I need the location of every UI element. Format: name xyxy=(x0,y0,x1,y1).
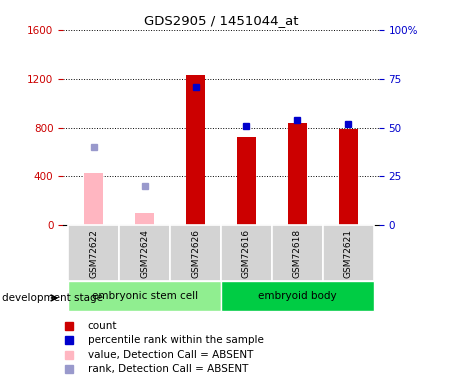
Bar xyxy=(237,137,256,225)
Text: GSM72618: GSM72618 xyxy=(293,228,302,278)
Bar xyxy=(288,123,307,225)
Title: GDS2905 / 1451044_at: GDS2905 / 1451044_at xyxy=(144,15,298,27)
Bar xyxy=(339,129,358,225)
Text: count: count xyxy=(88,321,117,331)
Text: GSM72624: GSM72624 xyxy=(140,229,149,278)
Bar xyxy=(186,75,205,225)
Text: development stage: development stage xyxy=(2,293,103,303)
Bar xyxy=(119,225,170,281)
Text: GSM72626: GSM72626 xyxy=(191,229,200,278)
Bar xyxy=(68,281,221,311)
Text: value, Detection Call = ABSENT: value, Detection Call = ABSENT xyxy=(88,350,253,360)
Bar xyxy=(272,225,323,281)
Bar xyxy=(221,225,272,281)
Bar xyxy=(221,281,374,311)
Bar xyxy=(68,225,119,281)
Text: embryoid body: embryoid body xyxy=(258,291,337,301)
Text: rank, Detection Call = ABSENT: rank, Detection Call = ABSENT xyxy=(88,364,248,374)
Text: GSM72622: GSM72622 xyxy=(89,229,98,278)
Text: percentile rank within the sample: percentile rank within the sample xyxy=(88,335,264,345)
Text: embryonic stem cell: embryonic stem cell xyxy=(92,291,198,301)
Text: GSM72616: GSM72616 xyxy=(242,228,251,278)
Bar xyxy=(84,172,103,225)
Bar xyxy=(323,225,374,281)
Bar xyxy=(170,225,221,281)
Text: GSM72621: GSM72621 xyxy=(344,229,353,278)
Bar xyxy=(135,213,154,225)
